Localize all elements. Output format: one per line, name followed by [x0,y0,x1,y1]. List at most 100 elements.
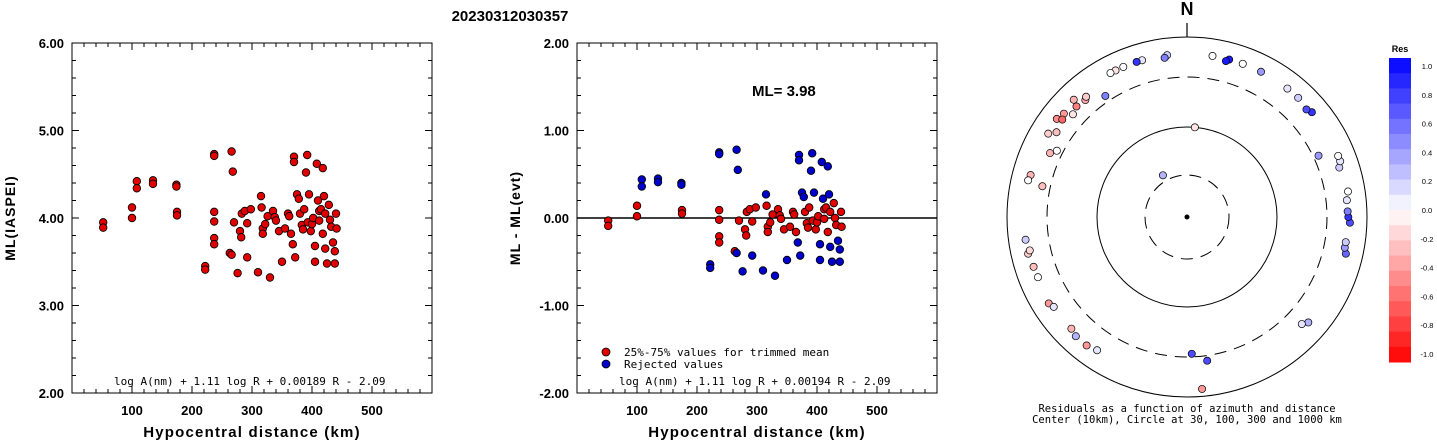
residual-point [1067,324,1076,333]
data-point-red [298,225,308,234]
polar-plot: N Residuals as a function of azimuth and … [1006,0,1433,426]
data-point-red [319,191,329,201]
y-tick-label: 5.00 [39,124,64,139]
residual-point [1068,110,1077,119]
data-point-blue [732,145,741,154]
y-tick-label: 1.00 [544,124,569,139]
data-point-red [294,194,303,203]
data-point-red [604,221,613,231]
colorbar-tick-label: 0.2 [1422,177,1432,186]
legend-marker [601,347,611,357]
data-point-blue [653,177,663,187]
north-label: N [1181,0,1194,19]
data-point-blue [826,242,835,252]
data-point-red [330,259,339,268]
residual-point [1082,92,1091,101]
data-point-red [829,198,838,208]
colorbar-swatch [1389,103,1411,120]
data-point-blue [677,180,686,189]
colorbar-swatch [1389,134,1411,150]
polar-caption: Residuals as a function of azimuth and d… [1038,403,1335,415]
residual-point [1334,151,1343,160]
data-point-red [318,229,327,238]
data-point-red [310,257,320,266]
data-point-blue [799,192,808,202]
colorbar: Res 1.0 0.8 0.6 0.4 0.2 0.0 -0.2 -0.4 -0.6 -0.8 -1.… [1389,44,1433,363]
colorbar-swatch [1389,225,1411,241]
residual-point [1101,91,1110,100]
data-point-blue [733,165,742,175]
x-tick-label: 500 [361,403,383,418]
x-tick-label: 200 [181,403,203,418]
data-point-red [315,216,324,225]
colorbar-tick-label: 0.0 [1422,206,1432,215]
data-point-red [256,191,266,201]
data-point-red [310,241,320,251]
data-point-red [233,268,242,278]
data-point-red [826,207,835,217]
data-point-red [265,273,275,282]
x-tick-label: 100 [121,403,143,418]
data-point-blue [715,149,724,159]
x-tick-label: 300 [241,403,263,418]
data-point-blue [706,263,715,273]
data-point-red [132,177,141,186]
data-point-blue [809,188,819,197]
y-tick-label: 3.00 [39,299,64,314]
data-point-blue [794,156,804,165]
data-point-red [242,219,252,228]
plot-frame [71,42,433,394]
data-point-red [209,151,219,161]
residual-point [1283,84,1292,93]
data-point-red [271,216,281,225]
residual-point [1071,332,1080,341]
data-point-red [257,203,266,212]
colorbar-swatch [1389,164,1411,181]
data-point-blue [770,271,780,280]
data-point-red [148,179,158,189]
data-point-red [127,203,137,212]
legend-label: 25%-75% values for trimmed mean [624,346,829,359]
legend-label: Rejected values [624,358,723,371]
x-tick-label: 300 [746,403,768,418]
residual-point [1046,149,1054,158]
data-point-red [312,159,321,168]
data-point-red [330,247,339,256]
dashed-distance-circle [1144,174,1230,260]
data-point-blue [738,267,747,276]
data-point-red [127,213,137,223]
data-point-red [253,268,263,277]
y-tick-label: -1.00 [539,299,569,314]
data-point-red [776,214,786,224]
colorbar-swatch [1389,331,1411,348]
residual-point [1314,151,1323,160]
distance-circle [1096,126,1278,308]
residual-point [1208,52,1217,60]
ml-annotation: ML= 3.98 [752,83,816,100]
residual-point [1058,115,1067,124]
y-axis-label: ML - ML(evt) [507,171,523,265]
residual-point [1072,102,1081,111]
data-point-red [236,233,246,242]
x-tick-label: 200 [686,403,708,418]
y-tick-label: 2.00 [39,386,64,401]
residual-point [1203,356,1212,365]
figure-title: 20230312030357 [451,8,569,25]
colorbar-swatch [1389,346,1411,363]
epicenter-marker [1184,214,1190,220]
data-point-red [766,218,775,227]
residual-point [1160,53,1169,62]
residual-point [1304,318,1313,327]
colorbar-swatch [1389,255,1411,272]
colorbar-swatch [1389,73,1411,89]
data-point-red [321,244,330,253]
colorbar-swatch [1389,194,1411,211]
data-point-red [200,265,210,274]
formula-text: log A(nm) + 1.11 log R + 0.00194 R - 2.0… [619,375,891,388]
data-point-red [715,205,724,215]
residual-point [1069,95,1078,104]
dashed-distance-circle [1046,76,1328,358]
data-point-red [805,203,814,212]
data-point-red [762,201,771,210]
